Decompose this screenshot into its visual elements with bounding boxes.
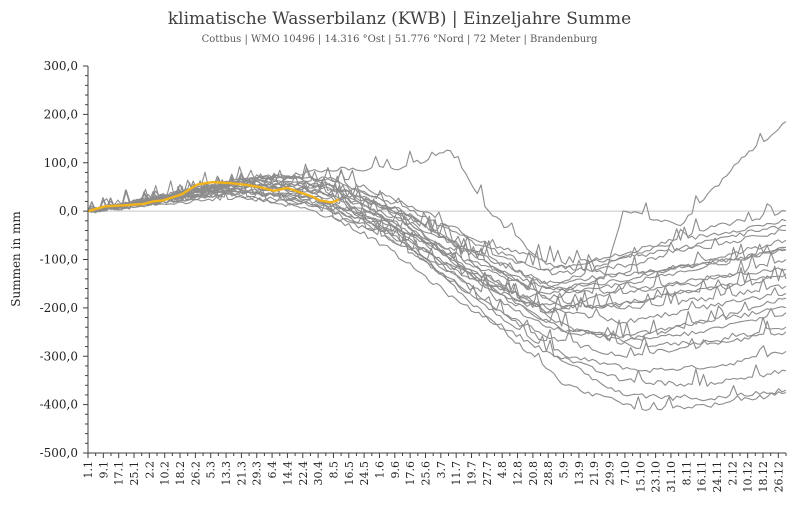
- series-line-8: [87, 163, 787, 300]
- chart-title: klimatische Wasserbilanz (KWB) | Einzelj…: [167, 9, 632, 29]
- series-line-22: [87, 175, 787, 310]
- x-tick-label: 26.12: [772, 461, 785, 493]
- y-tick-labels: 300,0 200,0 100,0 0,0 -100,0 -200,0 -300,0 -400…: [40, 59, 78, 460]
- y-tick-label: 100,0: [44, 156, 78, 170]
- x-tick-label: 12.8: [512, 461, 525, 486]
- x-tick-label: 22.4: [297, 461, 310, 486]
- x-tick-label: 10.2: [159, 461, 172, 486]
- axes-layer: [83, 65, 787, 458]
- x-tick-label: 18.12: [757, 461, 770, 493]
- current-year-layer: [87, 180, 340, 213]
- x-tick-label: 7.10: [619, 461, 632, 486]
- x-tick-label: 20.8: [527, 461, 540, 486]
- x-tick-label: 8.11: [680, 461, 693, 486]
- series-line-5: [87, 187, 787, 387]
- x-tick-label: 24.5: [358, 461, 371, 486]
- x-tick-label: 9.1: [97, 461, 110, 479]
- x-tick-label: 18.2: [174, 461, 187, 486]
- x-tick-label: 21.3: [235, 461, 248, 486]
- y-tick-label: -200,0: [40, 301, 78, 315]
- y-tick-label: -100,0: [40, 253, 78, 267]
- current-year-line: [87, 180, 340, 213]
- x-tick-label: 29.3: [251, 461, 264, 486]
- series-line-23: [87, 178, 787, 325]
- y-tick-label: -400,0: [40, 398, 78, 412]
- x-tick-label: 29.9: [604, 461, 617, 486]
- y-tick-label: -300,0: [40, 349, 78, 363]
- series-line-9: [87, 189, 787, 338]
- x-tick-label: 26.2: [189, 461, 202, 486]
- x-tick-labels: 1.1 9.1 17.1 25.1 2.2 10.2 18.2 26.2 5.3 13.3 21.3…: [82, 461, 785, 493]
- series-line-21: [87, 182, 787, 402]
- series-line-18: [87, 166, 787, 343]
- x-tick-label: 1.1: [82, 461, 95, 479]
- x-tick-label: 13.9: [573, 461, 586, 486]
- x-tick-label: 24.11: [711, 461, 724, 493]
- chart-subtitle: Cottbus | WMO 10496 | 14.316 °Ost | 51.7…: [201, 34, 598, 45]
- x-tick-label: 31.10: [665, 461, 678, 493]
- x-tick-label: 9.6: [389, 461, 402, 479]
- x-tick-label: 17.1: [113, 461, 126, 486]
- x-tick-label: 23.10: [650, 461, 663, 493]
- x-tick-label: 5.3: [205, 461, 218, 479]
- series-line-19: [87, 182, 787, 314]
- y-tick-label: 200,0: [44, 107, 78, 121]
- x-tick-label: 6.4: [266, 461, 279, 479]
- x-tick-label: 15.10: [634, 461, 647, 493]
- x-tick-label: 1.6: [374, 461, 387, 479]
- y-axis-title: Summen in mm: [9, 211, 23, 307]
- x-tick-label: 2.2: [143, 461, 156, 479]
- x-tick-label: 16.5: [343, 461, 356, 486]
- x-tick-label: 19.7: [466, 461, 479, 486]
- x-tick-label: 10.12: [742, 461, 755, 493]
- series-line-7: [87, 121, 787, 295]
- x-tick-label: 27.7: [481, 461, 494, 486]
- x-tick-label: 14.4: [281, 461, 294, 486]
- series-line-14: [87, 166, 786, 276]
- y-tick-label: -500,0: [40, 446, 78, 460]
- x-tick-label: 16.11: [696, 461, 709, 493]
- series-line-17: [87, 149, 787, 276]
- x-tick-label: 3.7: [435, 461, 448, 479]
- series-layer: [87, 121, 787, 411]
- y-tick-label: 300,0: [44, 59, 78, 73]
- x-tick-label: 25.6: [420, 461, 433, 486]
- x-tick-label: 28.8: [542, 461, 555, 486]
- x-tick-label: 4.8: [496, 461, 509, 479]
- series-line-24: [87, 169, 787, 265]
- x-tick-label: 8.5: [328, 461, 341, 479]
- y-tick-label: 0,0: [59, 204, 78, 218]
- x-tick-label: 11.7: [450, 461, 463, 486]
- x-tick-label: 30.4: [312, 461, 325, 486]
- x-tick-label: 5.9: [558, 461, 571, 479]
- x-tick-label: 25.1: [128, 461, 141, 486]
- x-tick-label: 13.3: [220, 461, 233, 486]
- x-tick-label: 17.6: [404, 461, 417, 486]
- x-tick-label: 21.9: [588, 461, 601, 486]
- x-tick-label: 2.12: [726, 461, 739, 486]
